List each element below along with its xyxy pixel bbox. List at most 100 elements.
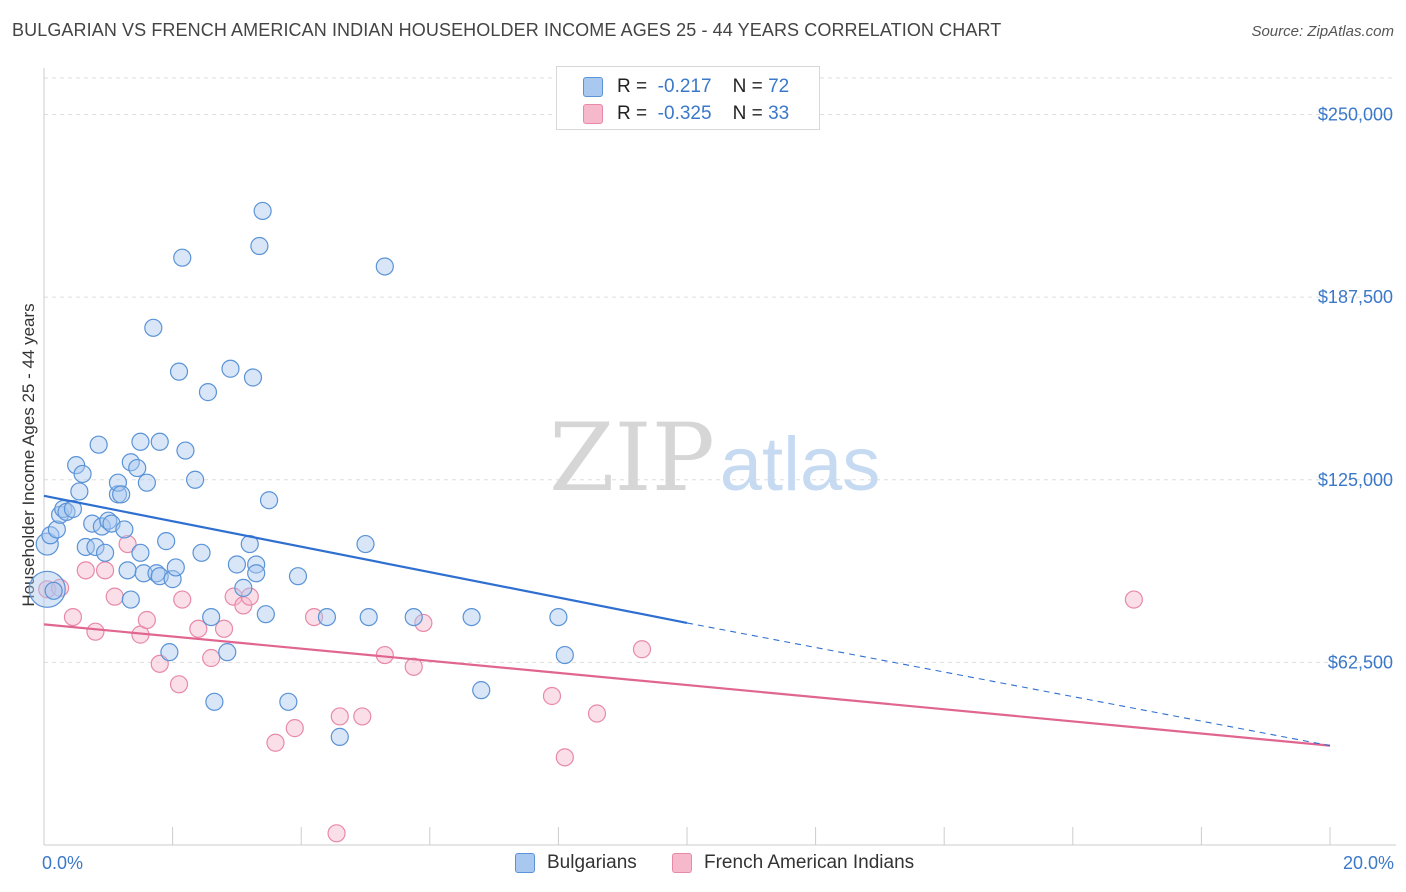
data-point-bulgarians — [108, 473, 128, 492]
data-point-bulgarians — [198, 383, 218, 402]
data-point-bulgarians — [250, 236, 269, 256]
data-point-french-american-indians — [1124, 590, 1143, 609]
data-point-french-american-indians — [330, 707, 349, 726]
data-point-bulgarians — [137, 473, 156, 492]
data-point-bulgarians — [70, 482, 89, 501]
data-point-bulgarians — [218, 643, 237, 662]
x-tick-label: 0.0% — [42, 853, 83, 873]
data-point-bulgarians — [160, 643, 179, 662]
data-point-french-american-indians — [632, 640, 652, 659]
data-point-french-american-indians — [214, 619, 234, 638]
data-point-bulgarians — [555, 645, 574, 665]
y-tick-label: $187,500 — [1318, 287, 1393, 307]
data-point-french-american-indians — [555, 748, 574, 767]
data-point-bulgarians — [76, 537, 95, 557]
data-point-french-american-indians — [86, 622, 105, 641]
data-point-bulgarians — [247, 564, 266, 583]
legend-label: French American Indians — [704, 852, 915, 873]
data-point-bulgarians — [359, 607, 378, 627]
pink-swatch — [583, 104, 603, 124]
pink-swatch — [672, 853, 692, 873]
data-point-french-american-indians — [266, 733, 285, 752]
data-point-bulgarians — [150, 432, 169, 451]
blue-swatch — [515, 853, 535, 873]
data-point-bulgarians — [279, 692, 298, 711]
data-point-french-american-indians — [76, 561, 95, 580]
trend-lines — [43, 494, 1331, 747]
data-point-bulgarians — [89, 435, 108, 454]
data-point-bulgarians — [112, 485, 131, 504]
series-french-american-indians-points — [38, 534, 1143, 843]
data-point-french-american-indians — [542, 686, 562, 706]
chart-title: BULGARIAN VS FRENCH AMERICAN INDIAN HOUS… — [12, 20, 1002, 40]
data-point-bulgarians — [163, 570, 182, 589]
data-point-french-american-indians — [118, 534, 137, 554]
data-point-french-american-indians — [105, 587, 124, 606]
data-point-french-american-indians — [353, 707, 372, 726]
n-value: 72 — [768, 76, 790, 97]
gridlines — [44, 77, 1396, 663]
y-tick-label: $62,500 — [1328, 652, 1393, 672]
data-point-bulgarians — [73, 464, 92, 484]
data-point-bulgarians — [44, 581, 63, 600]
data-point-bulgarians — [99, 511, 118, 530]
data-point-bulgarians — [131, 432, 150, 451]
data-point-bulgarians — [95, 543, 115, 562]
data-point-bulgarians — [128, 458, 147, 478]
x-tick-label: 20.0% — [1343, 853, 1394, 873]
trend-extension-bulgarians — [686, 622, 1331, 747]
data-point-french-american-indians — [414, 613, 433, 633]
series-legend: Bulgarians French American Indians — [0, 852, 1406, 878]
data-point-bulgarians — [144, 318, 163, 337]
watermark: ZIP atlas — [549, 404, 880, 513]
data-point-bulgarians — [121, 590, 140, 609]
data-point-bulgarians — [330, 727, 349, 746]
series-bulgarians-points — [28, 201, 574, 746]
r-value: -0.217 — [657, 76, 712, 97]
data-point-bulgarians — [253, 201, 272, 221]
data-point-bulgarians — [234, 578, 253, 597]
data-point-french-american-indians — [202, 648, 221, 668]
data-point-french-american-indians — [63, 607, 83, 627]
data-point-bulgarians — [35, 532, 59, 556]
data-point-bulgarians — [205, 692, 224, 711]
data-point-bulgarians — [317, 607, 337, 627]
data-point-bulgarians — [549, 607, 568, 627]
data-point-bulgarians — [157, 532, 176, 551]
axes — [43, 68, 1396, 846]
data-point-bulgarians — [169, 362, 189, 381]
source-label: Source: ZipAtlas.com — [1251, 23, 1394, 40]
data-point-french-american-indians — [137, 610, 156, 630]
data-point-bulgarians — [472, 681, 491, 700]
legend-item-french-american-indians[interactable]: French American Indians — [672, 852, 914, 874]
data-point-bulgarians — [176, 441, 195, 460]
data-point-bulgarians — [86, 537, 105, 557]
data-point-bulgarians — [256, 605, 275, 624]
data-point-bulgarians — [375, 257, 394, 276]
r-value: -0.325 — [657, 103, 712, 124]
data-point-bulgarians — [221, 359, 240, 378]
legend-item-bulgarians[interactable]: Bulgarians — [515, 852, 637, 874]
data-point-bulgarians — [115, 520, 134, 539]
legend-row-french-american-indians: R = -0.325 N = 33 — [583, 102, 789, 126]
n-value: 33 — [768, 103, 790, 124]
watermark-zip: ZIP — [549, 404, 715, 513]
trend-line-french-american-indians — [43, 623, 1331, 747]
r-label: R = — [617, 76, 648, 97]
data-point-french-american-indians — [173, 590, 192, 609]
data-point-bulgarians — [186, 470, 205, 489]
data-point-french-american-indians — [189, 619, 208, 638]
data-point-bulgarians — [227, 555, 246, 574]
data-point-bulgarians — [202, 607, 221, 627]
data-point-bulgarians — [288, 567, 308, 586]
data-point-bulgarians — [462, 607, 481, 627]
data-point-bulgarians — [356, 534, 375, 554]
data-point-bulgarians — [147, 564, 166, 583]
legend-row-bulgarians: R = -0.217 N = 72 — [583, 75, 789, 99]
data-point-french-american-indians — [150, 654, 169, 673]
y-tick-label: $250,000 — [1318, 105, 1393, 125]
data-point-bulgarians — [166, 558, 185, 577]
r-label: R = — [617, 103, 648, 124]
data-point-bulgarians — [118, 561, 137, 580]
